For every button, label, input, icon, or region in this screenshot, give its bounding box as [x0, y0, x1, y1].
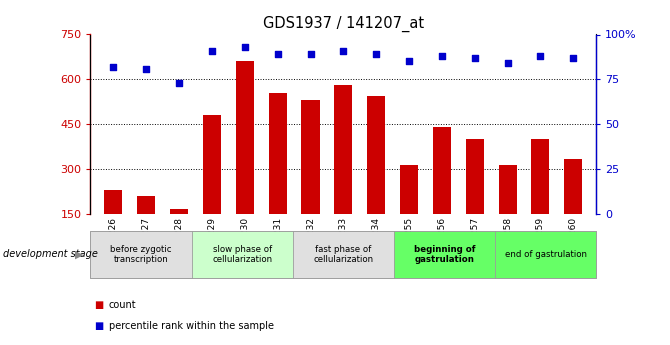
Point: [437, 53, 448, 59]
Bar: [269, 93, 287, 214]
Bar: [498, 165, 517, 214]
Point: [141, 66, 151, 71]
Text: ■: ■: [94, 321, 103, 331]
Text: percentile rank within the sample: percentile rank within the sample: [109, 321, 273, 331]
Point: [568, 55, 579, 61]
Point: [206, 48, 217, 53]
Text: slow phase of
cellularization: slow phase of cellularization: [212, 245, 272, 264]
Text: development stage: development stage: [3, 249, 98, 259]
Point: [239, 44, 250, 50]
Point: [535, 53, 546, 59]
Bar: [564, 159, 582, 214]
Bar: [137, 196, 155, 214]
Point: [305, 51, 316, 57]
Bar: [466, 139, 484, 214]
Text: ▶: ▶: [75, 249, 83, 259]
Title: GDS1937 / 141207_at: GDS1937 / 141207_at: [263, 16, 424, 32]
Point: [174, 80, 184, 86]
Bar: [334, 85, 352, 214]
Bar: [105, 190, 123, 214]
Bar: [302, 100, 320, 214]
Text: count: count: [109, 300, 136, 310]
Text: fast phase of
cellularization: fast phase of cellularization: [314, 245, 373, 264]
Text: ■: ■: [94, 300, 103, 310]
Bar: [433, 127, 451, 214]
Bar: [400, 165, 418, 214]
Point: [338, 48, 348, 53]
Point: [470, 55, 480, 61]
Text: beginning of
gastrulation: beginning of gastrulation: [414, 245, 475, 264]
Point: [108, 64, 119, 70]
Bar: [236, 61, 254, 214]
Bar: [170, 209, 188, 214]
Point: [404, 59, 415, 64]
Text: end of gastrulation: end of gastrulation: [505, 250, 587, 259]
Bar: [531, 139, 549, 214]
Bar: [367, 96, 385, 214]
Point: [371, 51, 382, 57]
Bar: [203, 115, 221, 214]
Text: before zygotic
transcription: before zygotic transcription: [111, 245, 172, 264]
Point: [272, 51, 283, 57]
Point: [502, 60, 513, 66]
